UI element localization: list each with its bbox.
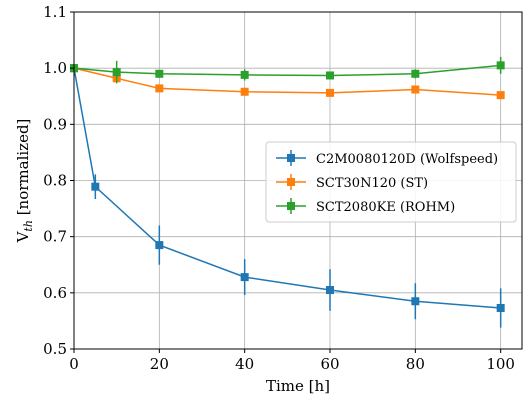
y-tick-label: 1.1 [43,3,67,21]
data-point [496,91,505,100]
y-axis-label: Vth [normalized] [14,119,35,244]
x-tick-label: 80 [406,355,425,373]
y-tick-label: 0.6 [43,284,67,302]
legend-label: C2M0080120D (Wolfspeed) [316,152,498,167]
x-tick-label: 20 [150,355,169,373]
data-point [326,71,334,80]
data-point [326,88,334,97]
x-tick-label: 40 [235,355,254,373]
legend-item: SCT30N120 (ST) [276,174,428,191]
data-point [240,70,249,79]
x-tick-label: 100 [486,355,515,373]
data-point [155,69,164,78]
series-layer [70,56,505,328]
legend-item: SCT2080KE (ROHM) [276,198,455,215]
data-point [91,182,100,191]
data-point [411,69,420,78]
y-axis-label-subscript: th [22,220,35,232]
data-point [112,68,121,77]
legend-marker [287,178,295,186]
y-tick-label: 0.7 [43,228,67,246]
legend-marker [287,154,295,162]
series-1 [70,64,505,328]
data-point [496,303,505,312]
series-2 [70,64,505,100]
x-tick-label: 60 [320,355,339,373]
y-tick-label: 1.0 [43,59,67,77]
y-axis-label-main: V [14,230,32,243]
legend-label: SCT30N120 (ST) [316,176,428,191]
axis-ticks: 0 20 40 60 80 100 0.5 0.6 0.7 0.8 0.9 1.0 1.1 [43,3,515,373]
x-tick-label: 0 [69,355,79,373]
data-point [155,84,164,93]
data-point [240,273,249,282]
y-tick-label: 0.5 [43,340,67,358]
legend: C2M0080120D (Wolfspeed) SCT30N120 (ST) SCT… [265,141,517,223]
legend-item: C2M0080120D (Wolfspeed) [276,150,498,167]
y-axis-label-suffix: [normalized] [14,119,32,220]
data-point [240,87,249,96]
y-tick-label: 0.9 [43,115,67,133]
series-3 [70,56,505,84]
series-line [73,64,501,77]
y-tick-label: 0.8 [43,172,67,190]
x-axis-label: Time [h] [266,377,330,395]
data-point [326,286,334,295]
data-point [411,297,420,306]
data-point [496,61,505,70]
legend-label: SCT2080KE (ROHM) [316,200,455,215]
legend-marker [287,202,295,210]
legend-box [265,141,517,223]
data-point [155,241,164,250]
data-point [411,85,420,94]
